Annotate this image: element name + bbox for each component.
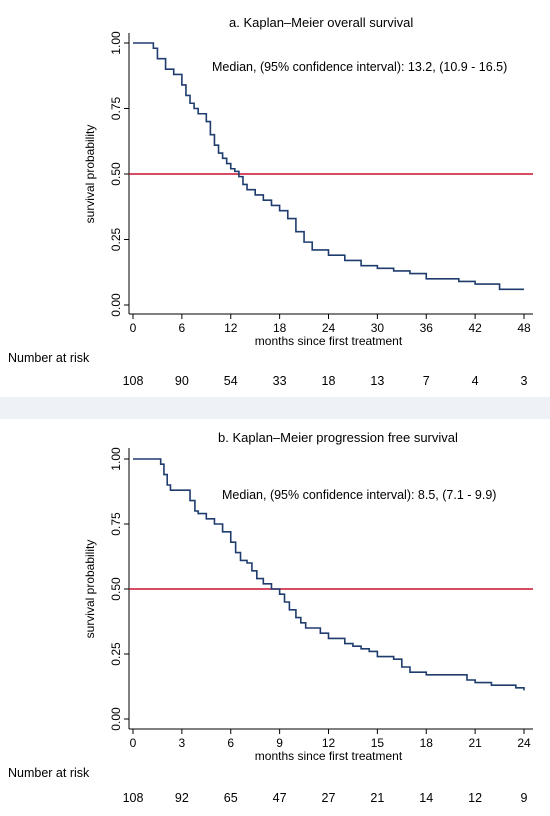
x-tick-label: 12 [322, 736, 336, 750]
survival-curve [133, 458, 525, 691]
chart-panel-a: a. Kaplan–Meier overall survival 0.00 0.25… [0, 0, 550, 397]
risk-value: 108 [123, 791, 144, 805]
y-tick-label: 0.25 [109, 642, 123, 666]
y-tick-label: 0.50 [109, 577, 123, 601]
y-axis-label: survival probability [83, 125, 97, 224]
y-tick-label: 1.00 [109, 447, 123, 471]
x-tick-label: 30 [371, 321, 385, 335]
risk-value: 7 [423, 374, 430, 388]
chart-title: a. Kaplan–Meier overall survival [229, 15, 413, 30]
risk-value: 12 [468, 791, 482, 805]
km-chart-overall: a. Kaplan–Meier overall survival 0.00 0.25… [8, 15, 533, 388]
x-tick-label: 15 [371, 736, 385, 750]
x-axis-label: months since first treatment [255, 749, 403, 763]
risk-value: 65 [224, 791, 238, 805]
x-tick-label: 0 [130, 736, 137, 750]
risk-value: 27 [322, 791, 336, 805]
chart-title: b. Kaplan–Meier progression free surviva… [218, 430, 458, 445]
x-tick-label: 3 [179, 736, 186, 750]
risk-value: 21 [370, 791, 384, 805]
risk-value: 4 [472, 374, 479, 388]
y-tick-label: 0.75 [109, 96, 123, 120]
x-axis-label: months since first treatment [255, 334, 403, 348]
y-tick-label: 0.00 [109, 707, 123, 731]
risk-value: 3 [521, 374, 528, 388]
chart-panel-b: b. Kaplan–Meier progression free surviva… [0, 419, 550, 816]
y-tick-label: 0.75 [109, 512, 123, 536]
x-tick-label: 0 [130, 321, 137, 335]
y-axis-label: survival probability [83, 540, 97, 639]
x-tick-label: 42 [468, 321, 482, 335]
km-chart-progression: b. Kaplan–Meier progression free surviva… [8, 430, 533, 805]
y-tick-label: 0.50 [109, 162, 123, 186]
x-tick-label: 12 [224, 321, 238, 335]
risk-value: 13 [370, 374, 384, 388]
risk-table-label: Number at risk [8, 766, 90, 780]
risk-value: 90 [175, 374, 189, 388]
risk-value: 9 [521, 791, 528, 805]
risk-value: 92 [175, 791, 189, 805]
x-tick-label: 48 [517, 321, 531, 335]
risk-table-label: Number at risk [8, 351, 90, 365]
x-tick-label: 6 [227, 736, 234, 750]
panel-separator [0, 397, 550, 419]
x-tick-label: 24 [322, 321, 336, 335]
x-tick-label: 18 [420, 736, 434, 750]
risk-value: 54 [224, 374, 238, 388]
survival-curve [133, 42, 524, 291]
median-annotation: Median, (95% confidence interval): 13.2,… [212, 60, 507, 74]
x-tick-label: 18 [273, 321, 287, 335]
x-tick-label: 9 [276, 736, 283, 750]
risk-value: 14 [419, 791, 433, 805]
x-tick-label: 24 [517, 736, 531, 750]
x-tick-label: 21 [468, 736, 482, 750]
risk-value: 108 [123, 374, 144, 388]
risk-value: 18 [322, 374, 336, 388]
risk-value: 33 [273, 374, 287, 388]
risk-value: 47 [273, 791, 287, 805]
x-tick-label: 36 [420, 321, 434, 335]
median-annotation: Median, (95% confidence interval): 8.5, … [222, 488, 496, 502]
y-tick-label: 1.00 [109, 31, 123, 55]
y-tick-label: 0.00 [109, 293, 123, 317]
y-tick-label: 0.25 [109, 227, 123, 251]
x-tick-label: 6 [179, 321, 186, 335]
